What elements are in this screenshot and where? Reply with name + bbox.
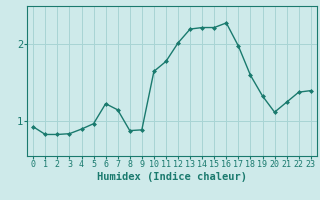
X-axis label: Humidex (Indice chaleur): Humidex (Indice chaleur)	[97, 172, 247, 182]
